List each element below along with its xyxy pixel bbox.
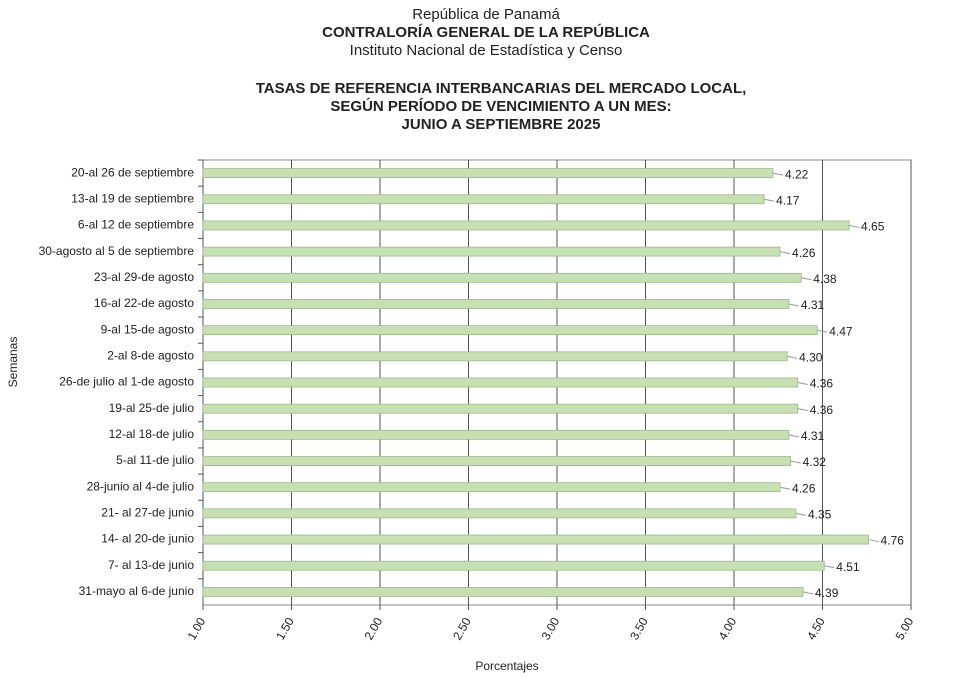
leader-line [788, 434, 799, 438]
y-tick-label: 23-al 29-de agosto [94, 270, 194, 284]
bar [202, 508, 797, 519]
y-tick-label: 2-al 8-de agosto [107, 348, 194, 362]
leader-line [797, 382, 808, 385]
y-tick-label: 16-al 22-de agosto [94, 296, 194, 310]
data-label: 4.35 [808, 508, 832, 522]
bar [202, 220, 850, 231]
bar [202, 246, 781, 257]
y-tick-label: 20-al 26 de septiembre [71, 165, 194, 179]
data-label: 4.26 [792, 481, 816, 495]
data-label: 4.36 [810, 377, 834, 391]
bar [202, 456, 792, 466]
y-tick-label: 31-mayo al 6-de junio [79, 584, 195, 598]
data-label: 4.31 [801, 429, 825, 443]
bar [202, 194, 765, 205]
bar [202, 168, 774, 178]
leader-line [848, 224, 860, 228]
bar [202, 299, 790, 309]
leader-line [779, 251, 791, 255]
data-label: 4.39 [815, 586, 839, 600]
x-tick-label: 4.50 [804, 615, 828, 643]
bar [202, 403, 799, 414]
header-line: Instituto Nacional de Estadística y Cens… [350, 42, 623, 59]
x-tick-label: 2.00 [362, 615, 386, 643]
header-line: CONTRALORÍA GENERAL DE LA REPÚBLICA [322, 23, 650, 41]
leader-line [790, 460, 801, 464]
y-tick-label: 9-al 15-de agosto [101, 322, 195, 336]
data-label: 4.76 [881, 534, 905, 548]
data-label: 4.36 [810, 403, 834, 417]
y-tick-label: 21- al 27-de junio [101, 506, 194, 520]
bar [202, 534, 869, 545]
leader-line [788, 303, 799, 307]
bar [202, 482, 781, 493]
leader-line [802, 591, 814, 595]
leader-line [795, 512, 807, 516]
y-tick-label: 12-al 18-de julio [109, 427, 195, 441]
data-label: 4.51 [836, 560, 860, 574]
bar [202, 377, 799, 388]
y-tick-label: 19-al 25-de julio [109, 401, 195, 415]
data-label: 4.31 [801, 298, 825, 312]
leader-line [868, 539, 879, 543]
x-tick-label: 3.00 [539, 615, 563, 643]
chart-title: TASAS DE REFERENCIA INTERBANCARIAS DEL M… [256, 80, 747, 97]
leader-line [787, 355, 798, 359]
data-label: 4.32 [803, 455, 827, 469]
leader-line [772, 172, 784, 176]
x-tick-label: 1.00 [185, 615, 209, 643]
leader-line [824, 565, 835, 569]
y-tick-label: 30-agosto al 5 de septiembre [39, 244, 195, 258]
data-label: 4.65 [861, 220, 885, 234]
y-tick-label: 6-al 12 de septiembre [78, 218, 194, 232]
y-tick-label: 5-al 11-de julio [116, 453, 194, 467]
chart-title: JUNIO A SEPTIEMBRE 2025 [402, 116, 601, 133]
data-label: 4.38 [813, 272, 837, 286]
leader-line [801, 277, 812, 281]
bar [202, 325, 818, 336]
leader-line [797, 408, 808, 412]
y-tick-label: 26-de julio al 1-de agosto [59, 375, 194, 389]
bar [202, 560, 825, 571]
data-label: 4.17 [776, 193, 800, 207]
y-tick-label: 13-al 19 de septiembre [71, 191, 194, 205]
y-axis-label: Semanas [6, 337, 20, 388]
data-label: 4.47 [829, 324, 853, 338]
bar [202, 429, 790, 440]
x-tick-label: 3.50 [627, 615, 651, 643]
data-label: 4.22 [785, 167, 809, 181]
bar [202, 587, 804, 597]
leader-line [763, 198, 775, 202]
x-tick-label: 2.50 [450, 615, 474, 643]
y-tick-label: 7- al 13-de junio [108, 558, 194, 572]
x-axis-label: Porcentajes [475, 659, 538, 673]
header-line: República de Panamá [412, 6, 560, 23]
x-tick-label: 4.00 [716, 615, 740, 643]
chart-title: SEGÚN PERÍODO DE VENCIMIENTO A UN MES: [330, 97, 671, 115]
y-tick-label: 28-junio al 4-de julio [87, 479, 195, 493]
leader-line [817, 329, 828, 333]
x-tick-label: 5.00 [893, 615, 917, 643]
data-label: 4.26 [792, 246, 816, 260]
data-label: 4.30 [799, 350, 823, 364]
leader-line [779, 486, 791, 490]
y-tick-label: 14- al 20-de junio [101, 532, 194, 546]
bar [202, 351, 788, 362]
x-tick-label: 1.50 [273, 615, 297, 643]
bar [202, 272, 802, 283]
